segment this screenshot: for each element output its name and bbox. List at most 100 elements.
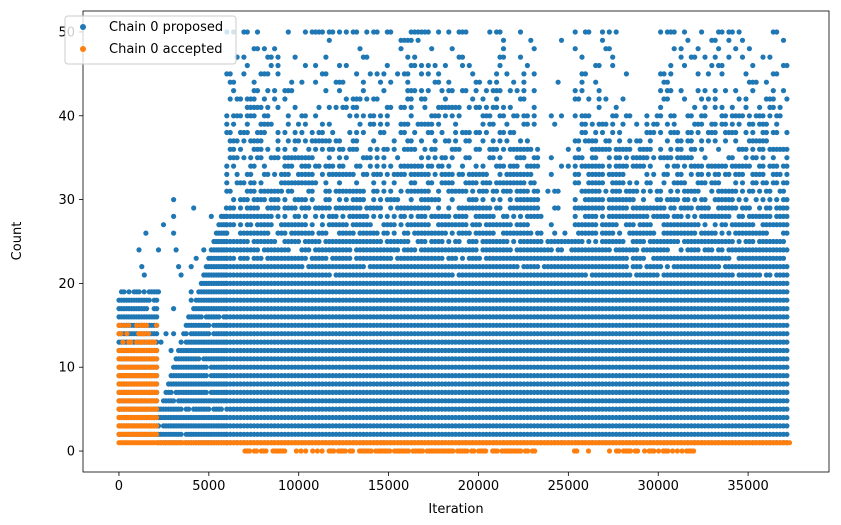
proposed-point xyxy=(268,222,274,228)
proposed-point xyxy=(154,314,160,320)
proposed-point xyxy=(429,46,435,52)
proposed-point xyxy=(521,71,527,77)
proposed-point xyxy=(408,104,414,110)
proposed-point xyxy=(521,96,527,102)
proposed-point xyxy=(500,146,507,152)
proposed-point xyxy=(436,205,442,211)
proposed-point xyxy=(511,129,517,136)
proposed-point xyxy=(463,29,469,35)
proposed-point xyxy=(292,104,298,110)
proposed-point xyxy=(171,230,177,236)
proposed-point xyxy=(514,163,520,169)
proposed-point xyxy=(497,171,503,177)
proposed-point xyxy=(405,79,411,85)
proposed-point xyxy=(340,79,346,85)
proposed-point xyxy=(231,146,237,152)
proposed-point xyxy=(429,129,435,136)
proposed-point xyxy=(254,205,261,211)
proposed-point xyxy=(343,62,349,69)
proposed-point xyxy=(480,138,486,144)
proposed-point xyxy=(319,121,325,127)
proposed-point xyxy=(531,121,537,127)
proposed-point xyxy=(476,129,483,136)
proposed-point xyxy=(241,54,247,60)
proposed-point xyxy=(126,289,132,295)
proposed-point xyxy=(459,62,466,69)
proposed-point xyxy=(388,205,394,211)
proposed-point xyxy=(388,188,394,194)
proposed-point xyxy=(347,255,353,261)
proposed-point xyxy=(579,155,585,161)
proposed-point xyxy=(418,71,425,77)
proposed-point xyxy=(606,46,612,52)
proposed-point xyxy=(171,197,177,203)
proposed-point xyxy=(203,389,209,395)
proposed-point xyxy=(360,188,366,194)
proposed-point xyxy=(429,163,435,169)
proposed-point xyxy=(309,230,315,236)
proposed-point xyxy=(323,230,329,236)
proposed-point xyxy=(340,163,346,169)
proposed-point xyxy=(504,238,510,245)
proposed-point xyxy=(377,171,384,177)
proposed-point xyxy=(340,146,346,152)
proposed-point xyxy=(412,129,418,136)
proposed-point xyxy=(163,331,169,337)
proposed-point xyxy=(234,138,240,144)
proposed-point xyxy=(178,272,184,278)
proposed-point xyxy=(178,406,184,412)
proposed-point xyxy=(381,71,387,77)
proposed-point xyxy=(272,46,278,52)
proposed-point xyxy=(282,129,288,136)
proposed-point xyxy=(302,138,308,144)
proposed-point xyxy=(313,213,319,219)
proposed-point xyxy=(497,88,503,94)
proposed-point xyxy=(388,104,394,110)
proposed-point xyxy=(313,180,319,186)
proposed-point xyxy=(377,79,384,85)
proposed-point xyxy=(613,222,619,228)
proposed-point xyxy=(576,180,582,186)
proposed-point xyxy=(562,230,568,236)
proposed-point xyxy=(141,272,147,278)
proposed-point xyxy=(144,306,150,312)
proposed-point xyxy=(367,163,373,169)
proposed-point xyxy=(432,155,438,161)
proposed-point xyxy=(354,146,360,152)
proposed-point xyxy=(136,247,142,253)
proposed-point xyxy=(466,104,472,110)
proposed-point xyxy=(388,163,394,169)
proposed-point xyxy=(309,197,315,203)
proposed-point xyxy=(168,389,174,395)
proposed-point xyxy=(593,238,599,245)
proposed-point xyxy=(528,230,534,236)
proposed-point xyxy=(306,205,312,211)
proposed-point xyxy=(613,113,619,119)
proposed-point xyxy=(538,213,544,219)
proposed-point xyxy=(449,180,455,186)
proposed-point xyxy=(494,188,500,194)
proposed-point xyxy=(453,121,459,127)
proposed-point xyxy=(268,213,274,219)
proposed-point xyxy=(476,104,483,110)
proposed-point xyxy=(336,29,343,35)
proposed-point xyxy=(442,96,448,102)
proposed-point xyxy=(282,146,288,152)
proposed-point xyxy=(418,88,425,94)
proposed-point xyxy=(374,230,380,236)
proposed-point xyxy=(576,171,582,177)
proposed-point xyxy=(617,138,623,144)
proposed-point xyxy=(494,146,500,152)
proposed-point xyxy=(630,222,636,228)
proposed-point xyxy=(265,71,271,77)
proposed-point xyxy=(500,54,507,60)
proposed-point xyxy=(336,62,343,69)
proposed-point xyxy=(528,146,534,152)
proposed-point xyxy=(282,213,288,219)
proposed-point xyxy=(354,113,360,119)
proposed-point xyxy=(231,197,237,203)
proposed-point xyxy=(258,104,264,110)
proposed-point xyxy=(309,155,315,161)
proposed-point xyxy=(381,129,387,136)
proposed-point xyxy=(261,129,267,136)
